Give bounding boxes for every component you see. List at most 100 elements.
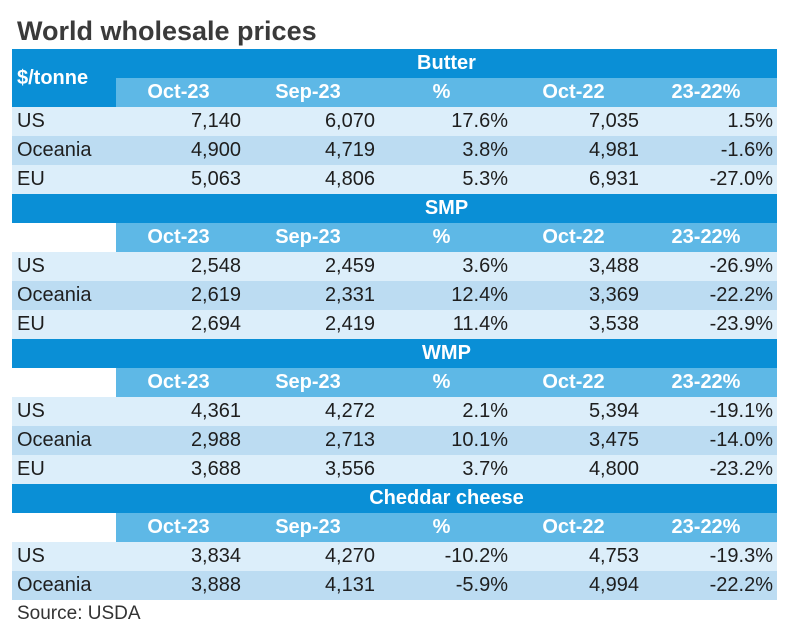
table-cell: 4,272 <box>324 400 375 422</box>
section-title: Butter <box>417 52 476 74</box>
table-row: EU 5,063 4,806 5.3% 6,931 -27.0% <box>12 165 777 194</box>
column-header: Oct-22 <box>542 371 605 393</box>
row-label: EU <box>17 458 45 480</box>
table-row: Oceania 2,988 2,713 10.1% 3,475 -14.0% <box>12 426 777 455</box>
table-cell: 3,556 <box>324 458 375 480</box>
column-header: Sep-23 <box>275 516 341 538</box>
table-cell: -5.9% <box>455 574 508 596</box>
row-label: US <box>17 255 45 277</box>
column-header: Oct-23 <box>147 516 210 538</box>
column-header-band <box>116 223 777 252</box>
row-label: Oceania <box>17 574 92 596</box>
table-cell: 7,140 <box>190 110 241 132</box>
column-header-row: Oct-23 Sep-23% Oct-22 23-22% <box>12 223 777 252</box>
table-cell: 4,270 <box>324 545 375 567</box>
table-cell: 3,688 <box>190 458 241 480</box>
table-cell: 5,394 <box>588 400 639 422</box>
column-header-row: Oct-23 Sep-23% Oct-22 23-22% <box>12 368 777 397</box>
table-cell: 3,888 <box>190 574 241 596</box>
table-cell: 4,719 <box>324 139 375 161</box>
column-header: % <box>432 371 451 393</box>
table-cell: 12.4% <box>451 284 508 306</box>
table-row: Oceania 2,619 2,331 12.4% 3,369 -22.2% <box>12 281 777 310</box>
table-cell: 1.5% <box>727 110 773 132</box>
table-cell: 2,694 <box>190 313 241 335</box>
column-header: 23-22% <box>671 371 741 393</box>
table-cell: -26.9% <box>709 255 773 277</box>
table-cell: 4,800 <box>588 458 639 480</box>
section-header-row: Butter $/tonne <box>12 49 777 107</box>
row-label: US <box>17 400 45 422</box>
column-header: % <box>432 516 451 538</box>
table-row: Oceania 3,888 4,131 -5.9% 4,994 -22.2% <box>12 571 777 600</box>
row-label: EU <box>17 313 45 335</box>
column-header-band <box>116 78 777 107</box>
table-cell: -22.2% <box>709 284 773 306</box>
section-header-row: WMP <box>12 339 777 368</box>
table-row: Oceania 4,900 4,719 3.8% 4,981 -1.6% <box>12 136 777 165</box>
table-cell: 5.3% <box>462 168 508 190</box>
source-note: Source: USDA <box>17 603 141 624</box>
column-header: Sep-23 <box>275 371 341 393</box>
table-cell: 4,981 <box>588 139 639 161</box>
table-cell: -27.0% <box>709 168 773 190</box>
section-header-row: SMP <box>12 194 777 223</box>
table-row: EU 3,688 3,556 3.7% 4,800 -23.2% <box>12 455 777 484</box>
table-row: US 4,361 4,272 2.1% 5,394 -19.1% <box>12 397 777 426</box>
column-header-band <box>116 513 777 542</box>
section-title: Cheddar cheese <box>369 487 524 509</box>
table-cell: -1.6% <box>720 139 773 161</box>
column-header: Oct-23 <box>147 371 210 393</box>
table-cell: 4,900 <box>190 139 241 161</box>
row-label: Oceania <box>17 284 92 306</box>
table-cell: 3.8% <box>462 139 508 161</box>
table-cell: 3,538 <box>588 313 639 335</box>
table-cell: 7,035 <box>588 110 639 132</box>
table-cell: 4,361 <box>190 400 241 422</box>
row-label: US <box>17 545 45 567</box>
column-header: Oct-23 <box>147 226 210 248</box>
table-cell: 6,931 <box>588 168 639 190</box>
column-header: 23-22% <box>671 226 741 248</box>
table-row: US 3,834 4,270 -10.2% 4,753 -19.3% <box>12 542 777 571</box>
table-cell: 2,713 <box>324 429 375 451</box>
page-title: World wholesale prices <box>17 16 317 46</box>
table-cell: 5,063 <box>190 168 241 190</box>
table-cell: 2,331 <box>324 284 375 306</box>
row-label: Oceania <box>17 139 92 161</box>
table-cell: 2,619 <box>190 284 241 306</box>
table-cell: 3.6% <box>462 255 508 277</box>
price-table: Butter $/tonne Oct-23 Sep-23% Oct-22 23-22% US… <box>12 49 777 600</box>
table-cell: 3,834 <box>190 545 241 567</box>
table-cell: 4,753 <box>588 545 639 567</box>
table-cell: 3.7% <box>462 458 508 480</box>
table-cell: 10.1% <box>451 429 508 451</box>
table-cell: 4,806 <box>324 168 375 190</box>
column-header: % <box>432 226 451 248</box>
column-header: Oct-22 <box>542 226 605 248</box>
column-header: Sep-23 <box>275 81 341 103</box>
table-cell: -19.3% <box>709 545 773 567</box>
row-label: EU <box>17 168 45 190</box>
table-cell: 2,459 <box>324 255 375 277</box>
column-header-row: Oct-23 Sep-23% Oct-22 23-22% <box>12 513 777 542</box>
row-label: Oceania <box>17 429 92 451</box>
column-header: Oct-23 <box>147 81 210 103</box>
column-header-band <box>116 368 777 397</box>
table-cell: 3,475 <box>588 429 639 451</box>
table-cell: 11.4% <box>452 313 508 335</box>
table-cell: -23.9% <box>709 313 773 335</box>
table-cell: -14.0% <box>709 429 773 451</box>
table-cell: -22.2% <box>709 574 773 596</box>
section-title: WMP <box>422 342 471 364</box>
row-label: US <box>17 110 45 132</box>
table-cell: -19.1% <box>709 400 773 422</box>
column-header: Oct-22 <box>542 516 605 538</box>
table-row: US 2,548 2,459 3.6% 3,488 -26.9% <box>12 252 777 281</box>
table-cell: 3,369 <box>588 284 639 306</box>
column-header-row: Oct-23 Sep-23% Oct-22 23-22% <box>12 78 777 107</box>
table-cell: -10.2% <box>444 545 508 567</box>
table-row: EU 2,694 2,419 11.4% 3,538 -23.9% <box>12 310 777 339</box>
column-header: Oct-22 <box>542 81 605 103</box>
table-cell: 2,419 <box>324 313 375 335</box>
